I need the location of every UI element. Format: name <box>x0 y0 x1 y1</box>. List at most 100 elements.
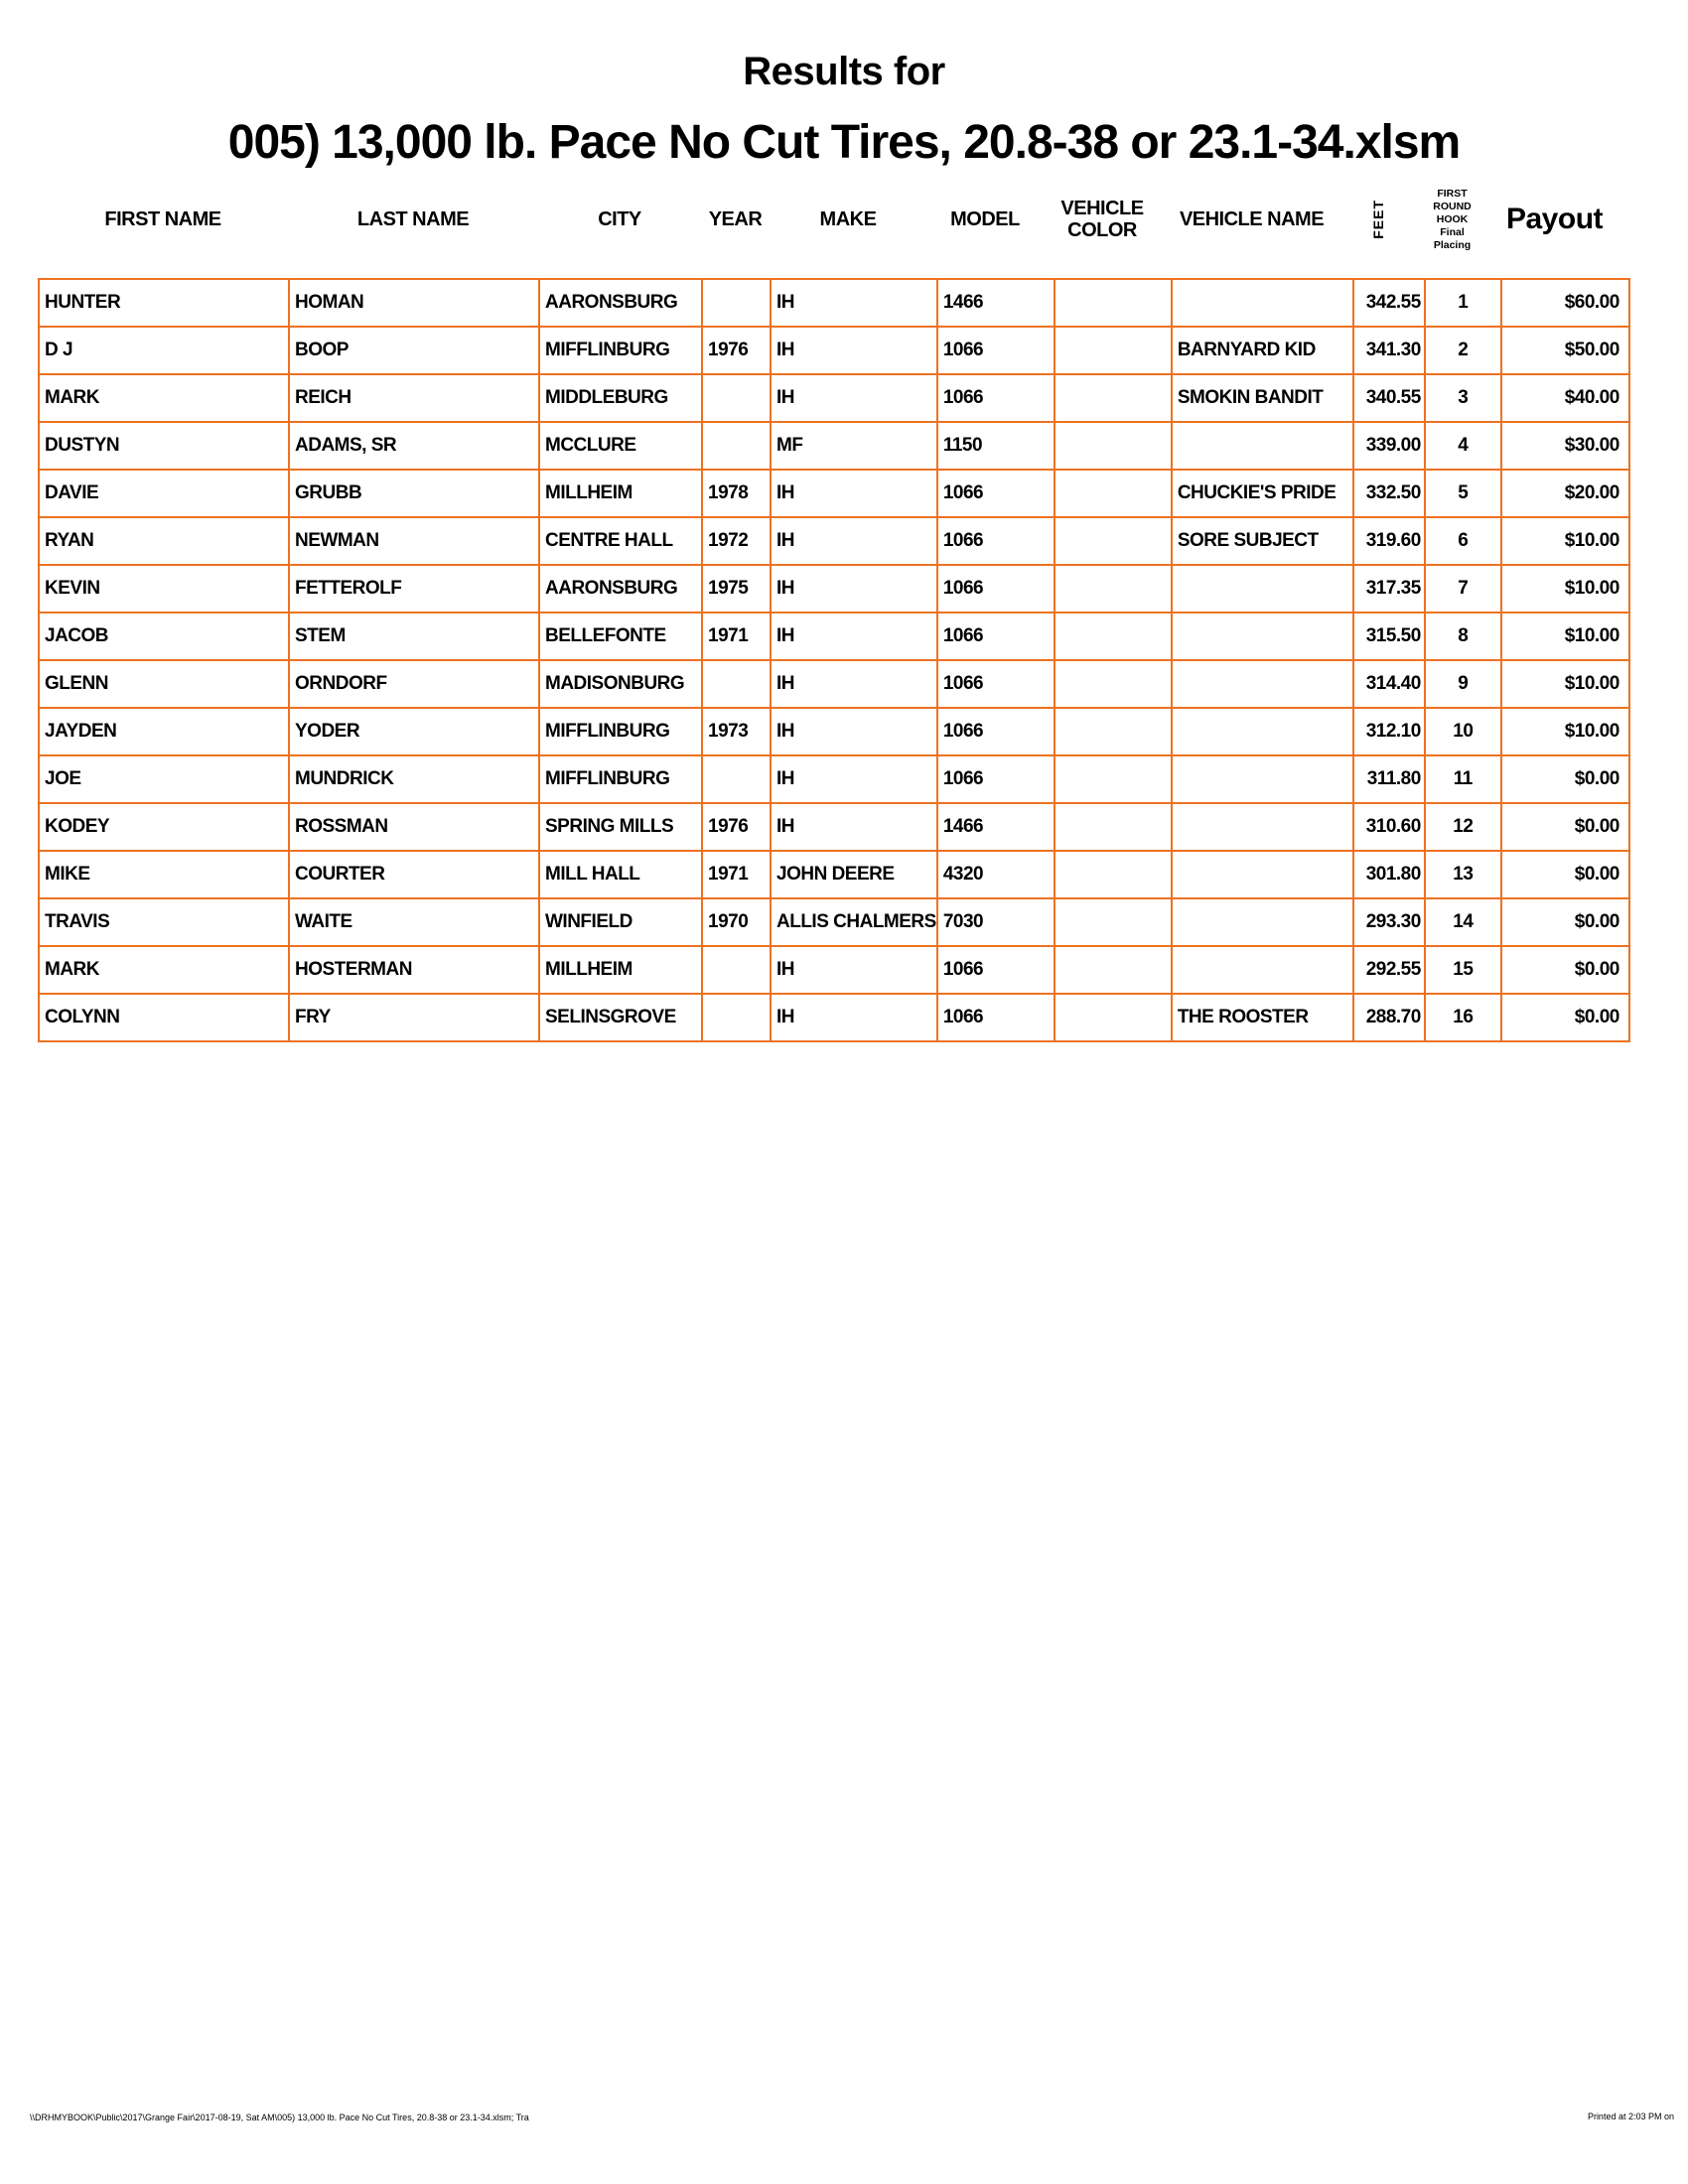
cell-city: BELLEFONTE <box>538 612 703 661</box>
cell-first-round-hook-final-placing: 1 <box>1423 278 1502 328</box>
cell-vehicle-name <box>1170 659 1354 709</box>
cell-year <box>701 945 772 995</box>
cell-first-name: MIKE <box>38 850 290 899</box>
cell-make: IH <box>770 373 938 423</box>
cell-year: 1970 <box>701 897 772 947</box>
cell-city: MILL HALL <box>538 850 703 899</box>
cell-payout: $10.00 <box>1499 612 1630 661</box>
cell-first-round-hook-final-placing: 11 <box>1423 754 1502 804</box>
cell-first-round-hook-final-placing: 6 <box>1423 516 1502 566</box>
cell-payout: $10.00 <box>1499 707 1630 756</box>
cell-first-name: DUSTYN <box>38 421 290 471</box>
cell-model: 1066 <box>935 993 1055 1042</box>
cell-model: 1066 <box>935 612 1055 661</box>
cell-payout: $20.00 <box>1499 469 1630 518</box>
cell-vehicle-color <box>1053 612 1173 661</box>
cell-city: SELINSGROVE <box>538 993 703 1042</box>
cell-year <box>701 373 772 423</box>
result-row-13: MIKE COURTER MILL HALL 1971 JOHN DEERE 4320 30… <box>38 850 1630 899</box>
cell-model: 1466 <box>935 802 1055 852</box>
cell-last-name: MUNDRICK <box>288 754 540 804</box>
result-row-5: DAVIE GRUBB MILLHEIM 1978 IH 1066 CHUCKIE'S PR… <box>38 469 1630 518</box>
result-row-11: JOE MUNDRICK MIFFLINBURG IH 1066 311.80 11 $0.0… <box>38 754 1630 804</box>
cell-city: AARONSBURG <box>538 564 703 614</box>
cell-vehicle-color <box>1053 373 1173 423</box>
cell-vehicle-name: CHUCKIE'S PRIDE <box>1170 469 1354 518</box>
col-header-first-round-hook-final-placing: FIRST ROUND HOOK Final Placing <box>1433 187 1472 251</box>
cell-payout: $0.00 <box>1499 754 1630 804</box>
cell-year <box>701 421 772 471</box>
cell-first-name: GLENN <box>38 659 290 709</box>
cell-vehicle-name <box>1170 850 1354 899</box>
cell-year: 1971 <box>701 612 772 661</box>
cell-vehicle-name <box>1170 612 1354 661</box>
cell-first-round-hook-final-placing: 15 <box>1423 945 1502 995</box>
cell-city: MILLHEIM <box>538 945 703 995</box>
cell-year <box>701 993 772 1042</box>
col-header-payout: Payout <box>1505 203 1604 235</box>
cell-make: IH <box>770 802 938 852</box>
cell-feet: 312.10 <box>1351 707 1426 756</box>
cell-city: MCCLURE <box>538 421 703 471</box>
cell-feet: 341.30 <box>1351 326 1426 375</box>
cell-city: MILLHEIM <box>538 469 703 518</box>
cell-first-name: D J <box>38 326 290 375</box>
cell-last-name: GRUBB <box>288 469 540 518</box>
result-row-14: TRAVIS WAITE WINFIELD 1970 ALLIS CHALMERS 703… <box>38 897 1630 947</box>
cell-payout: $0.00 <box>1499 850 1630 899</box>
col-header-last-name: LAST NAME <box>356 208 470 230</box>
cell-make: MF <box>770 421 938 471</box>
col-header-vehicle-color: VEHICLE COLOR <box>1060 198 1144 241</box>
cell-payout: $0.00 <box>1499 945 1630 995</box>
cell-city: CENTRE HALL <box>538 516 703 566</box>
cell-city: AARONSBURG <box>538 278 703 328</box>
cell-last-name: HOSTERMAN <box>288 945 540 995</box>
result-row-1: HUNTER HOMAN AARONSBURG IH 1466 342.55 1 $60.00 <box>38 278 1630 328</box>
cell-vehicle-color <box>1053 945 1173 995</box>
cell-feet: 310.60 <box>1351 802 1426 852</box>
col-header-vehicle-name: VEHICLE NAME <box>1179 208 1325 230</box>
cell-model: 1066 <box>935 564 1055 614</box>
cell-model: 1150 <box>935 421 1055 471</box>
cell-vehicle-name <box>1170 802 1354 852</box>
cell-feet: 342.55 <box>1351 278 1426 328</box>
cell-city: MADISONBURG <box>538 659 703 709</box>
cell-payout: $10.00 <box>1499 659 1630 709</box>
cell-year <box>701 659 772 709</box>
page-title: Results for 005) 13,000 lb. Pace No Cut … <box>0 50 1688 169</box>
cell-year: 1971 <box>701 850 772 899</box>
cell-year: 1975 <box>701 564 772 614</box>
cell-last-name: NEWMAN <box>288 516 540 566</box>
result-row-6: RYAN NEWMAN CENTRE HALL 1972 IH 1066 SORE SUBJ… <box>38 516 1630 566</box>
col-header-year: YEAR <box>708 208 763 230</box>
cell-model: 1066 <box>935 326 1055 375</box>
cell-first-round-hook-final-placing: 3 <box>1423 373 1502 423</box>
cell-model: 1066 <box>935 469 1055 518</box>
cell-make: IH <box>770 326 938 375</box>
result-row-3: MARK REICH MIDDLEBURG IH 1066 SMOKIN BANDIT 34… <box>38 373 1630 423</box>
cell-vehicle-color <box>1053 278 1173 328</box>
cell-year: 1978 <box>701 469 772 518</box>
cell-last-name: COURTER <box>288 850 540 899</box>
title-class-filename: 005) 13,000 lb. Pace No Cut Tires, 20.8-… <box>227 116 1461 169</box>
cell-make: IH <box>770 516 938 566</box>
cell-vehicle-name: BARNYARD KID <box>1170 326 1354 375</box>
col-header-feet: FEET <box>1370 200 1386 239</box>
cell-vehicle-name <box>1170 564 1354 614</box>
result-row-12: KODEY ROSSMAN SPRING MILLS 1976 IH 1466 310.60… <box>38 802 1630 852</box>
cell-vehicle-name <box>1170 897 1354 947</box>
cell-last-name: FRY <box>288 993 540 1042</box>
cell-vehicle-color <box>1053 421 1173 471</box>
cell-vehicle-color <box>1053 469 1173 518</box>
cell-feet: 301.80 <box>1351 850 1426 899</box>
cell-vehicle-name: SMOKIN BANDIT <box>1170 373 1354 423</box>
cell-payout: $50.00 <box>1499 326 1630 375</box>
cell-vehicle-color <box>1053 707 1173 756</box>
cell-first-round-hook-final-placing: 2 <box>1423 326 1502 375</box>
cell-first-name: COLYNN <box>38 993 290 1042</box>
cell-make: IH <box>770 278 938 328</box>
cell-feet: 319.60 <box>1351 516 1426 566</box>
cell-model: 1066 <box>935 659 1055 709</box>
cell-model: 4320 <box>935 850 1055 899</box>
